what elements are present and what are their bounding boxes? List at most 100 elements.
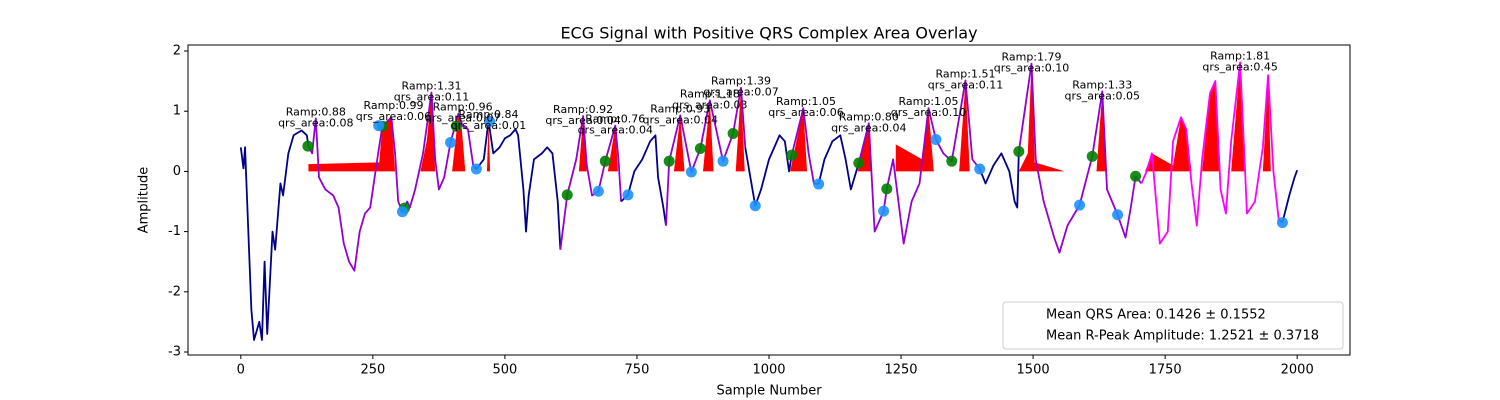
annotation: qrs_area:0.11 bbox=[394, 91, 469, 104]
qrs-area bbox=[895, 108, 934, 172]
marker bbox=[1086, 150, 1098, 162]
qrs-area bbox=[1096, 91, 1106, 172]
annotation: Ramp:1.51 bbox=[935, 68, 995, 81]
x-tick-label: 250 bbox=[360, 363, 385, 378]
marker bbox=[881, 183, 893, 195]
annotation: qrs_area:0.07 bbox=[425, 112, 500, 125]
annotation: Ramp:0.99 bbox=[363, 99, 423, 112]
marker bbox=[853, 157, 865, 169]
marker bbox=[1130, 170, 1142, 182]
ecg-line bbox=[978, 151, 1020, 209]
marker bbox=[1074, 199, 1086, 211]
marker bbox=[622, 189, 634, 201]
ecg-line bbox=[817, 134, 860, 191]
marker bbox=[445, 137, 457, 149]
marker bbox=[717, 155, 729, 167]
marker bbox=[749, 200, 761, 212]
annotation: Ramp:0.88 bbox=[286, 105, 346, 118]
ecg-line bbox=[857, 79, 981, 245]
annotation: Ramp:1.18 bbox=[680, 87, 740, 100]
marker bbox=[663, 155, 675, 167]
annotation: Ramp:0.96 bbox=[433, 101, 493, 114]
annotation: Ramp:0.80 bbox=[839, 110, 899, 123]
marker bbox=[1013, 146, 1025, 158]
annotation: Ramp:0.84 bbox=[459, 108, 519, 121]
qrs-area bbox=[673, 115, 685, 172]
plot-frame bbox=[187, 44, 1351, 356]
qrs-area bbox=[420, 92, 436, 172]
annotation: qrs_area:0.06 bbox=[768, 106, 843, 119]
y-tick-label: -3 bbox=[168, 344, 181, 359]
annotation: Ramp:1.31 bbox=[401, 80, 461, 93]
ecg-line bbox=[239, 129, 310, 341]
marker bbox=[694, 143, 706, 155]
x-tick-label: 500 bbox=[492, 363, 517, 378]
ecg-line bbox=[559, 115, 623, 250]
ecg-line bbox=[744, 134, 793, 207]
marker bbox=[685, 166, 697, 178]
marker bbox=[561, 189, 573, 201]
annotation: Ramp:0.93 bbox=[650, 102, 710, 115]
qrs-area bbox=[1145, 117, 1192, 172]
ecg-line bbox=[620, 134, 667, 226]
y-tick-label: -1 bbox=[168, 224, 181, 239]
qrs-area bbox=[578, 116, 587, 172]
annotation: qrs_area:0.11 bbox=[928, 79, 1003, 92]
x-tick-label: 750 bbox=[625, 363, 650, 378]
x-axis-label: Sample Number bbox=[716, 384, 822, 399]
x-tick-label: 2000 bbox=[1281, 363, 1314, 378]
marker bbox=[373, 120, 385, 132]
qrs-area bbox=[702, 100, 714, 172]
qrs-area bbox=[1018, 63, 1065, 172]
marker bbox=[1276, 217, 1288, 229]
qrs-area bbox=[452, 113, 466, 172]
x-tick-label: 1250 bbox=[884, 363, 917, 378]
annotation: Ramp:1.81 bbox=[1210, 49, 1270, 62]
legend-entry: Mean R-Peak Amplitude: 1.2521 ± 0.3718 bbox=[1046, 329, 1319, 344]
annotation: qrs_area:0.04 bbox=[643, 113, 718, 126]
annotation: qrs_area:0.05 bbox=[1065, 89, 1140, 102]
ecg-line bbox=[1017, 62, 1143, 254]
ecg-line bbox=[1140, 61, 1280, 245]
ecg-line bbox=[307, 91, 475, 272]
marker bbox=[592, 185, 604, 197]
annotation: qrs_area:0.01 bbox=[451, 119, 526, 132]
y-tick-label: 2 bbox=[173, 44, 181, 59]
annotation: qrs_area:0.08 bbox=[278, 116, 353, 129]
annotation: qrs_area:0.06 bbox=[356, 110, 431, 123]
x-tick-label: 1750 bbox=[1149, 363, 1182, 378]
legend-entry: Mean QRS Area: 0.1426 ± 0.1552 bbox=[1046, 308, 1266, 323]
y-tick-label: -2 bbox=[168, 284, 181, 299]
annotation: Ramp:0.92 bbox=[553, 103, 613, 116]
marker bbox=[599, 155, 611, 167]
annotation: qrs_area:0.10 bbox=[994, 62, 1069, 75]
annotation: Ramp:1.79 bbox=[1001, 51, 1061, 64]
x-tick-label: 1500 bbox=[1017, 363, 1050, 378]
marker bbox=[450, 120, 462, 132]
annotation: qrs_area:0.10 bbox=[891, 106, 966, 119]
annotation: Ramp:0.76 bbox=[585, 113, 645, 126]
marker bbox=[1112, 209, 1124, 221]
annotation: Ramp:1.39 bbox=[711, 75, 771, 88]
marker bbox=[302, 140, 314, 152]
annotation: qrs_area:0.07 bbox=[703, 86, 778, 99]
annotation: qrs_area:0.04 bbox=[831, 121, 906, 134]
annotation: qrs_area:0.04 bbox=[578, 124, 653, 137]
marker bbox=[946, 155, 958, 167]
annotation: Ramp:1.33 bbox=[1072, 78, 1132, 91]
marker bbox=[813, 178, 825, 190]
qrs-area bbox=[735, 87, 745, 172]
marker bbox=[878, 205, 890, 217]
y-tick-label: 1 bbox=[173, 104, 181, 119]
ecg-line bbox=[665, 86, 747, 226]
legend-box bbox=[1002, 301, 1344, 350]
chart-title: ECG Signal with Positive QRS Complex Are… bbox=[560, 24, 977, 43]
marker bbox=[727, 127, 739, 139]
y-tick-label: 0 bbox=[173, 164, 181, 179]
x-tick-label: 0 bbox=[237, 363, 245, 378]
marker bbox=[484, 115, 496, 127]
marker bbox=[930, 134, 942, 146]
marker bbox=[470, 163, 482, 175]
annotation: qrs_area:0.04 bbox=[545, 114, 620, 127]
